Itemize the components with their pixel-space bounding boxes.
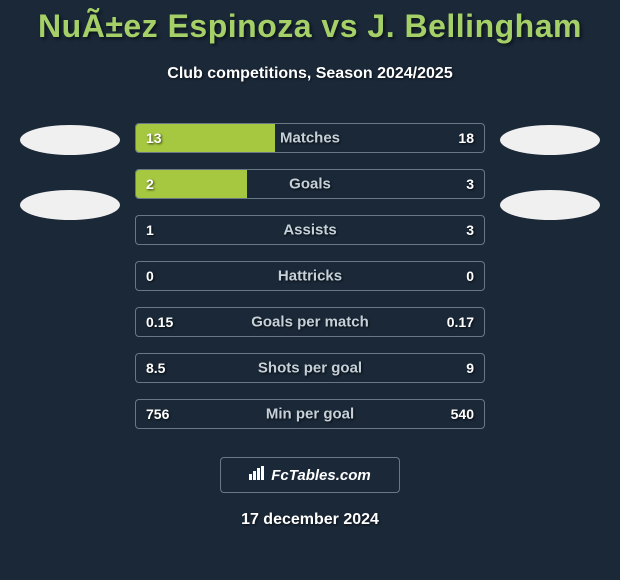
right-avatar-column (500, 123, 600, 220)
stat-label: Shots per goal (258, 360, 362, 377)
stats-center: 13 Matches 18 2 Goals 3 1 Assists 3 0 Hattricks 0 0.… (135, 123, 485, 429)
stat-value-left: 1 (146, 222, 154, 238)
stat-label: Goals per match (251, 314, 369, 331)
stat-value-right: 0 (466, 268, 474, 284)
club-badge (500, 190, 600, 220)
stat-row: 2 Goals 3 (135, 169, 485, 199)
stat-value-left: 8.5 (146, 360, 165, 376)
page-title: NuÃ±ez Espinoza vs J. Bellingham (0, 8, 620, 45)
stat-value-left: 0 (146, 268, 154, 284)
stats-area: 13 Matches 18 2 Goals 3 1 Assists 3 0 Hattricks 0 0.… (0, 123, 620, 429)
stat-label: Goals (289, 176, 331, 193)
stat-row: 13 Matches 18 (135, 123, 485, 153)
chart-icon (249, 466, 265, 484)
stat-value-right: 0.17 (447, 314, 474, 330)
stat-value-right: 540 (451, 406, 474, 422)
stat-label: Hattricks (278, 268, 342, 285)
brand-text: FcTables.com (271, 467, 370, 484)
player-avatar (500, 125, 600, 155)
left-avatar-column (20, 123, 120, 220)
club-badge (20, 190, 120, 220)
stat-value-left: 13 (146, 130, 162, 146)
stat-row: 756 Min per goal 540 (135, 399, 485, 429)
player-avatar (20, 125, 120, 155)
date: 17 december 2024 (0, 511, 620, 529)
stat-value-right: 9 (466, 360, 474, 376)
stat-row: 8.5 Shots per goal 9 (135, 353, 485, 383)
subtitle: Club competitions, Season 2024/2025 (0, 65, 620, 83)
stat-value-left: 756 (146, 406, 169, 422)
comparison-card: NuÃ±ez Espinoza vs J. Bellingham Club co… (0, 0, 620, 580)
stat-row: 1 Assists 3 (135, 215, 485, 245)
stat-value-right: 3 (466, 176, 474, 192)
brand-box[interactable]: FcTables.com (220, 457, 400, 493)
stat-label: Matches (280, 130, 340, 147)
stat-row: 0.15 Goals per match 0.17 (135, 307, 485, 337)
stat-label: Min per goal (266, 406, 354, 423)
stat-value-right: 3 (466, 222, 474, 238)
stat-value-right: 18 (458, 130, 474, 146)
stat-label: Assists (283, 222, 336, 239)
stat-row: 0 Hattricks 0 (135, 261, 485, 291)
stat-value-left: 2 (146, 176, 154, 192)
stat-value-left: 0.15 (146, 314, 173, 330)
